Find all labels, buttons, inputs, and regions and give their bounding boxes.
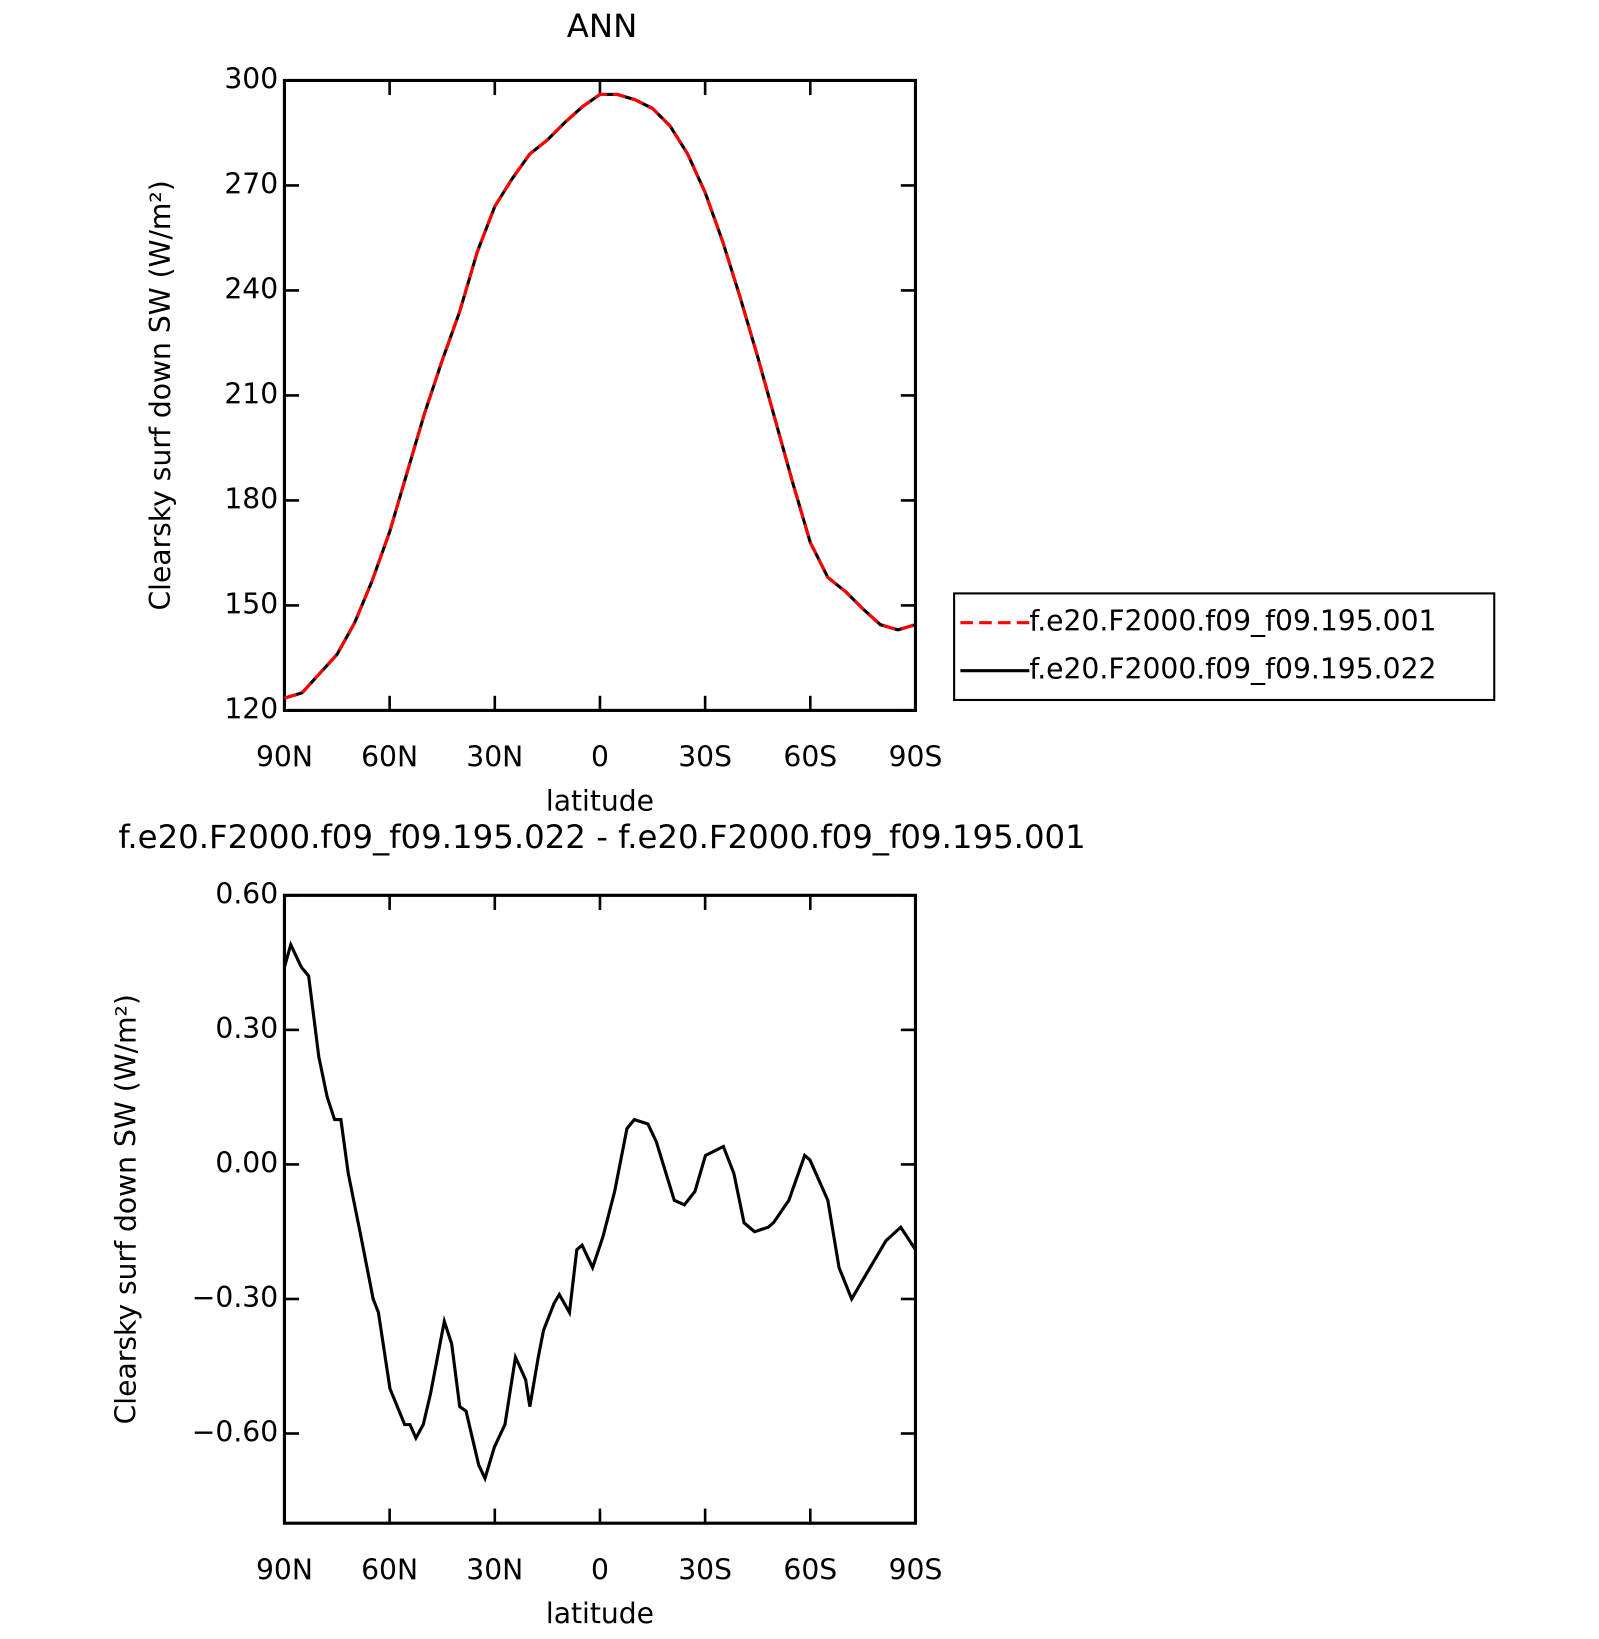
legend-label: f.e20.F2000.f09_f09.195.022 [1029,653,1436,686]
y-tick-label: 270 [224,167,278,200]
data-line [283,92,916,700]
y-tick-label: −0.30 [192,1281,278,1314]
data-line [282,940,917,1483]
x-axis-label: latitude [546,784,654,817]
chart-title: f.e20.F2000.f09_f09.195.022 - f.e20.F200… [118,818,1085,856]
plot-frame [282,78,918,712]
x-tick-label: 60N [361,1553,418,1586]
y-axis-label: Clearsky surf down SW (W/m²) [110,994,143,1424]
y-tick-label: −0.60 [192,1416,278,1449]
x-tick-label: 90N [256,1553,313,1586]
y-tick-label: 210 [224,377,278,410]
y-tick-label: 0.00 [215,1146,278,1179]
x-tick-label: 90S [889,1553,943,1586]
y-tick-label: 0.60 [215,877,278,910]
x-tick-label: 30N [466,1553,523,1586]
plot-frame [282,893,918,1525]
y-tick-label: 300 [224,62,278,95]
y-tick-label: 120 [224,692,278,725]
x-tick-label: 60N [361,740,418,773]
x-tick-label: 30N [466,740,523,773]
x-tick-label: 0 [591,1553,609,1586]
x-tick-label: 0 [591,740,609,773]
y-tick-label: 150 [224,587,278,620]
legend-box [953,592,1496,702]
data-line [283,92,916,700]
x-tick-label: 30S [678,740,732,773]
y-tick-label: 0.30 [215,1012,278,1045]
y-axis-label: Clearsky surf down SW (W/m²) [144,180,177,610]
x-tick-label: 90S [889,740,943,773]
x-tick-label: 60S [783,740,837,773]
x-axis-label: latitude [546,1597,654,1630]
x-tick-label: 60S [783,1553,837,1586]
legend-label: f.e20.F2000.f09_f09.195.001 [1029,605,1436,638]
y-tick-label: 180 [224,482,278,515]
chart-title: ANN [567,7,638,45]
x-tick-label: 90N [256,740,313,773]
x-tick-label: 30S [678,1553,732,1586]
y-tick-label: 240 [224,272,278,305]
